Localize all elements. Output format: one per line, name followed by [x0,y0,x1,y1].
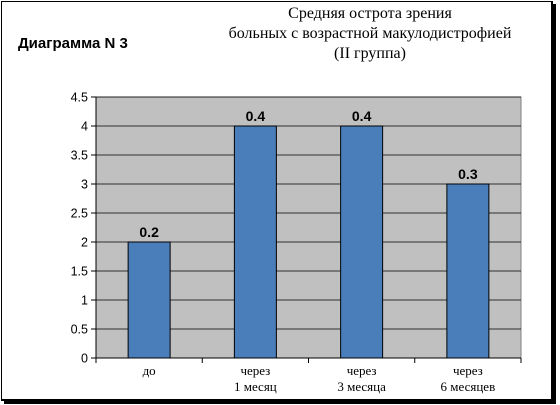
data-label: 0.4 [246,108,266,124]
data-label: 0.3 [458,166,478,182]
y-tick-label: 0 [81,352,88,366]
data-label: 0.4 [352,108,372,124]
category-label: через [240,363,270,378]
y-tick-label: 2.5 [71,207,88,221]
y-tick-label: 3.5 [71,149,88,163]
y-tick-label: 2 [81,236,88,250]
y-tick-label: 1.5 [71,265,88,279]
bars [127,125,490,359]
chart-title-line-3: (II группа) [334,45,406,62]
category-label: до [143,363,156,378]
chart-frame [1,1,553,401]
y-tick-label: 0.5 [71,323,88,337]
category-label: через [453,363,483,378]
data-label: 0.2 [139,224,159,240]
chart-title-line-2: больных с возрастной макулодистрофией [228,25,512,42]
chart-title: Средняя острота зрения больных с возраст… [190,4,550,64]
bar [446,183,490,359]
category-label: 3 месяца [337,379,386,394]
bar [233,125,277,359]
chart-title-line-1: Средняя острота зрения [288,5,452,22]
bar [340,125,384,359]
y-tick-label: 3 [81,178,88,192]
category-label: 6 месяцев [441,379,496,394]
category-label: 1 месяц [234,379,277,394]
data-labels: 0.2 0.4 0.4 0.3 [139,108,477,240]
diagram-number-label: Диаграмма N 3 [18,35,128,52]
bar [127,241,171,359]
y-tick-label: 4 [81,120,88,134]
y-tick-label: 1 [81,294,88,308]
y-tick-label: 4.5 [71,91,88,105]
y-axis-ticks: 0 0.5 1 1.5 2 2.5 3 3.5 4 4.5 [71,91,96,366]
category-label: через [347,363,377,378]
